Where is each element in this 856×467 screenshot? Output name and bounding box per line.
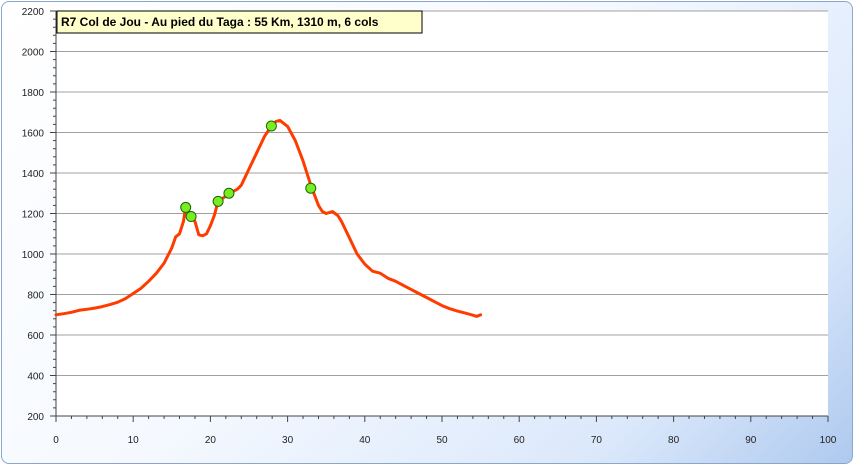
x-tick-label: 30 xyxy=(282,435,294,446)
col-marker xyxy=(185,211,197,223)
chart-title-box: R7 Col de Jou - Au pied du Taga : 55 Km,… xyxy=(56,10,423,34)
y-tick-label: 800 xyxy=(27,291,44,302)
series-layer xyxy=(54,118,483,318)
x-tick-label: 90 xyxy=(745,435,757,446)
col-marker xyxy=(305,182,317,194)
x-tick-label: 20 xyxy=(205,435,217,446)
y-tick-label: 1400 xyxy=(22,169,45,180)
y-tick-label: 1600 xyxy=(22,129,45,140)
chart-title: R7 Col de Jou - Au pied du Taga : 55 Km,… xyxy=(61,15,379,29)
x-tick-label: 80 xyxy=(668,435,680,446)
axis-layer: 2004006008001000120014001600180020002200… xyxy=(22,7,837,446)
y-tick-label: 200 xyxy=(27,412,44,423)
x-tick-label: 40 xyxy=(359,435,371,446)
y-tick-label: 2200 xyxy=(22,7,45,18)
col-marker xyxy=(265,120,277,132)
col-marker xyxy=(212,195,224,207)
col-marker xyxy=(223,187,235,199)
marker-layer xyxy=(180,120,317,223)
y-tick-label: 2000 xyxy=(22,48,45,59)
x-tick-label: 70 xyxy=(591,435,603,446)
x-tick-label: 100 xyxy=(820,435,837,446)
y-tick-label: 1800 xyxy=(22,88,45,99)
x-tick-label: 0 xyxy=(53,435,59,446)
grid-layer xyxy=(56,10,828,416)
y-tick-label: 400 xyxy=(27,372,44,383)
chart-title-background xyxy=(56,10,423,34)
x-tick-label: 50 xyxy=(436,435,448,446)
col-marker xyxy=(180,201,192,213)
x-tick-label: 60 xyxy=(514,435,526,446)
y-tick-label: 1000 xyxy=(22,250,45,261)
y-tick-label: 600 xyxy=(27,331,44,342)
y-tick-label: 1200 xyxy=(22,210,45,221)
elevation-line xyxy=(54,118,483,318)
x-tick-label: 10 xyxy=(128,435,140,446)
